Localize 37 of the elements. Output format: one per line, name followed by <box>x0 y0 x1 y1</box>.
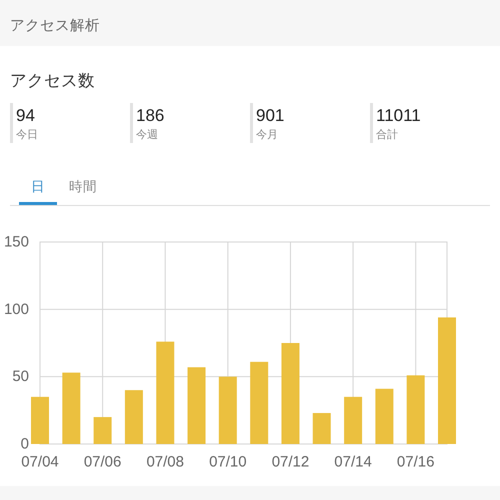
x-tick-label: 07/12 <box>272 454 310 470</box>
bar <box>312 413 331 444</box>
bar <box>438 317 456 444</box>
text: 時間 <box>69 179 97 194</box>
data-label: 186 <box>136 106 164 125</box>
y-tick-label: 150 <box>4 234 29 250</box>
x-tick-label: 07/10 <box>209 454 247 470</box>
text: アクセス数 <box>10 72 95 90</box>
bar <box>94 417 112 444</box>
x-tick-label: 07/16 <box>396 454 434 470</box>
category-label: 今日 <box>16 129 38 141</box>
data-label: 94 <box>16 106 35 125</box>
bar <box>375 388 394 444</box>
y-tick-label: 100 <box>4 300 29 318</box>
text: 日 <box>31 179 45 194</box>
category-label: 合計 <box>376 128 398 141</box>
x-tick-label: 07/08 <box>146 454 184 470</box>
y-tick-label: 50 <box>12 368 29 386</box>
bar <box>188 367 206 444</box>
bar <box>406 375 425 444</box>
x-tick-label: 07/14 <box>334 454 372 470</box>
bar <box>344 396 362 444</box>
category-label: 今週 <box>136 129 158 141</box>
category-label: 今月 <box>256 129 278 141</box>
x-tick-label: 07/04 <box>21 454 59 470</box>
x-tick-label: 07/06 <box>84 454 122 470</box>
data-label: 901 <box>256 106 284 125</box>
bar <box>281 343 300 444</box>
data-label: 11011 <box>376 106 421 125</box>
bar <box>218 376 237 444</box>
bar <box>31 396 49 444</box>
y-tick-label: 0 <box>20 436 29 452</box>
bar <box>250 362 268 444</box>
text: アクセス解析 <box>10 17 100 34</box>
bar <box>124 390 143 444</box>
bar <box>62 372 80 444</box>
bar <box>156 342 174 444</box>
